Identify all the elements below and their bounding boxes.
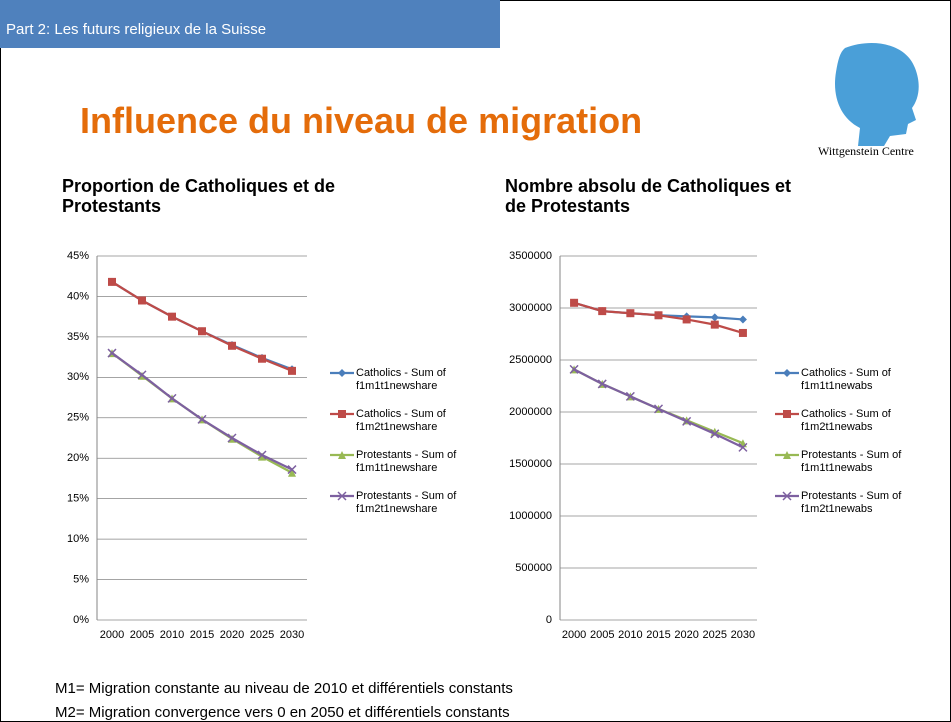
- legend-label: Catholics - Sum of f1m1t1newabs: [801, 367, 891, 392]
- x-tick-label: 2005: [590, 629, 614, 641]
- x-tick-label: 2015: [190, 629, 214, 641]
- header: Part 2: Les futurs religieux de la Suiss…: [0, 0, 500, 48]
- marker: [338, 369, 346, 377]
- slide-title: Influence du niveau de migration: [80, 100, 643, 141]
- x-tick-label: 2025: [703, 629, 727, 641]
- legend-label: Protestants - Sum of f1m1t1newabs: [801, 449, 902, 474]
- marker: [338, 410, 346, 418]
- marker: [783, 451, 791, 459]
- marker: [597, 379, 607, 389]
- y-tick-label: 3000000: [509, 302, 552, 314]
- marker: [598, 307, 607, 316]
- chart-title: Nombre absolu de Catholiques et de Prote…: [505, 176, 792, 216]
- marker: [257, 450, 267, 460]
- marker: [198, 327, 206, 336]
- note: M1= Migration constante au niveau de 201…: [55, 680, 513, 697]
- logo: [835, 42, 919, 146]
- x-tick-label: 2000: [562, 629, 586, 641]
- marker: [569, 364, 579, 374]
- x-tick-label: 2020: [220, 629, 244, 641]
- note: M2= Migration convergence vers 0 en 2050…: [55, 704, 510, 721]
- marker: [338, 451, 346, 459]
- marker: [288, 468, 296, 477]
- legend-label: Protestants - Sum of f1m1t1newshare: [356, 449, 457, 474]
- y-tick-label: 20%: [67, 452, 89, 464]
- marker: [682, 416, 692, 426]
- y-tick-label: 0: [546, 614, 552, 626]
- marker: [288, 366, 296, 375]
- marker: [138, 296, 146, 305]
- marker: [738, 328, 747, 337]
- marker: [168, 312, 176, 321]
- marker: [258, 354, 266, 363]
- logo-head: [835, 42, 919, 146]
- marker: [654, 311, 663, 320]
- marker: [167, 393, 177, 403]
- y-tick-label: 10%: [67, 533, 89, 545]
- marker: [287, 465, 297, 475]
- y-tick-label: 2500000: [509, 354, 552, 366]
- y-tick-label: 5%: [73, 573, 89, 585]
- x-tick-label: 2015: [646, 629, 670, 641]
- marker: [570, 298, 579, 307]
- y-tick-label: 1000000: [509, 510, 552, 522]
- marker: [710, 429, 720, 439]
- marker: [197, 414, 207, 424]
- marker: [227, 433, 237, 443]
- x-tick-label: 2025: [250, 629, 274, 641]
- marker: [782, 491, 792, 501]
- marker: [137, 370, 147, 380]
- legend-label: Protestants - Sum of f1m2t1newabs: [801, 490, 902, 515]
- y-tick-label: 500000: [515, 562, 552, 574]
- marker: [337, 491, 347, 501]
- marker: [682, 315, 691, 324]
- legend-label: Catholics - Sum of f1m1t1newshare: [356, 367, 446, 392]
- marker: [653, 404, 664, 414]
- x-tick-label: 2000: [100, 629, 124, 641]
- legend-label: Protestants - Sum of f1m2t1newshare: [356, 490, 457, 515]
- marker: [710, 313, 719, 322]
- marker: [626, 309, 635, 318]
- marker: [108, 277, 116, 286]
- legend-label: Catholics - Sum of f1m2t1newabs: [801, 408, 891, 433]
- marker: [258, 452, 266, 461]
- marker: [625, 391, 635, 401]
- legend-label: Catholics - Sum of f1m2t1newshare: [356, 408, 446, 433]
- y-tick-label: 15%: [67, 493, 89, 505]
- chart-title: Proportion de Catholiques et de Protesta…: [62, 176, 336, 216]
- marker: [783, 369, 791, 377]
- marker: [107, 348, 117, 358]
- y-tick-label: 1500000: [509, 458, 552, 470]
- x-tick-label: 2010: [160, 629, 184, 641]
- x-tick-label: 2020: [674, 629, 698, 641]
- x-tick-label: 2030: [280, 629, 304, 641]
- y-tick-label: 40%: [67, 290, 89, 302]
- y-tick-label: 3500000: [509, 250, 552, 262]
- logo-text: Wittgenstein Centre: [818, 144, 914, 158]
- marker: [738, 315, 747, 324]
- marker: [783, 410, 791, 418]
- x-tick-label: 2005: [130, 629, 154, 641]
- y-tick-label: 35%: [67, 331, 89, 343]
- marker: [738, 442, 748, 452]
- y-tick-label: 0%: [73, 614, 89, 626]
- marker: [710, 320, 719, 329]
- y-tick-label: 2000000: [509, 406, 552, 418]
- y-tick-label: 30%: [67, 371, 89, 383]
- x-tick-label: 2010: [618, 629, 642, 641]
- marker: [228, 341, 236, 350]
- y-tick-label: 45%: [67, 250, 89, 262]
- y-tick-label: 25%: [67, 412, 89, 424]
- x-tick-label: 2030: [731, 629, 755, 641]
